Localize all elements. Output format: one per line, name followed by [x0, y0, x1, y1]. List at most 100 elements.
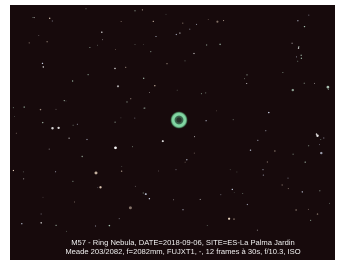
star	[125, 67, 126, 68]
star	[81, 156, 82, 157]
star	[182, 23, 183, 24]
star	[207, 225, 208, 226]
caption-line: M57 - Ring Nebula, DATE=2018-09-06, SITE…	[71, 238, 295, 247]
star	[304, 83, 305, 84]
star	[42, 63, 43, 64]
star	[220, 194, 221, 195]
star	[194, 136, 195, 137]
star	[130, 98, 131, 99]
star	[126, 101, 127, 102]
star	[40, 222, 41, 223]
star	[328, 89, 329, 90]
star	[219, 44, 220, 45]
night-sky	[10, 5, 335, 260]
star	[13, 170, 14, 171]
star	[89, 47, 90, 48]
star	[234, 192, 235, 193]
star	[135, 186, 136, 187]
star	[305, 162, 306, 163]
star	[205, 92, 206, 93]
star	[246, 74, 247, 75]
star	[263, 174, 264, 175]
star	[308, 145, 309, 146]
star	[99, 186, 101, 188]
star	[208, 19, 209, 20]
star	[292, 89, 294, 91]
star	[29, 42, 30, 43]
nebula-core	[177, 118, 182, 123]
star	[282, 185, 283, 186]
star	[109, 225, 110, 226]
star	[247, 204, 248, 205]
star	[189, 29, 190, 30]
star	[56, 109, 57, 110]
star	[295, 209, 296, 210]
star	[34, 17, 35, 18]
star	[302, 191, 303, 192]
star	[95, 171, 98, 174]
star	[297, 20, 298, 21]
star	[201, 93, 202, 94]
star	[316, 133, 317, 134]
star	[49, 18, 50, 19]
star	[233, 219, 234, 220]
star	[158, 171, 159, 172]
star	[323, 137, 324, 138]
star	[134, 118, 135, 119]
star	[179, 33, 180, 34]
star	[23, 171, 24, 172]
star	[114, 122, 115, 123]
star	[114, 146, 117, 149]
star	[142, 9, 143, 10]
star	[262, 169, 263, 170]
star	[149, 198, 150, 199]
star	[206, 44, 207, 45]
star	[85, 8, 86, 9]
star	[74, 202, 75, 203]
star	[102, 39, 103, 40]
star	[274, 150, 275, 151]
star	[228, 218, 230, 220]
star	[72, 80, 73, 81]
star	[97, 187, 98, 188]
star	[120, 117, 121, 118]
star	[182, 209, 183, 210]
star	[327, 86, 330, 89]
star	[47, 41, 48, 42]
star	[242, 193, 243, 194]
star	[166, 14, 167, 15]
star	[257, 140, 258, 141]
star	[298, 47, 299, 48]
star	[297, 61, 298, 62]
star	[115, 49, 116, 50]
star	[24, 106, 25, 107]
star	[43, 66, 44, 67]
star	[310, 220, 311, 221]
star	[13, 107, 14, 108]
star	[216, 21, 218, 23]
star	[144, 108, 145, 109]
star	[300, 55, 301, 56]
star	[320, 139, 321, 140]
star	[320, 152, 322, 154]
star	[185, 60, 186, 61]
star	[129, 206, 132, 209]
star	[216, 111, 217, 112]
star	[143, 44, 144, 45]
star	[72, 181, 73, 182]
star	[308, 15, 309, 16]
star	[86, 139, 87, 140]
star	[134, 10, 135, 11]
star	[66, 101, 67, 102]
star	[143, 193, 144, 194]
star	[43, 197, 44, 198]
star	[319, 144, 320, 145]
star	[101, 31, 102, 32]
star	[162, 140, 164, 142]
star	[52, 20, 53, 21]
star	[267, 161, 268, 162]
star	[314, 83, 315, 84]
star	[150, 51, 151, 52]
star	[316, 135, 318, 137]
star	[21, 223, 22, 224]
